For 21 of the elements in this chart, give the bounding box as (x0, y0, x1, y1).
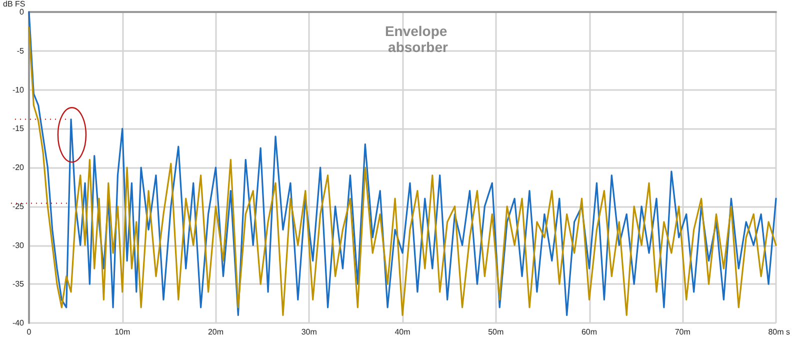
x-tick-label: 50m (488, 328, 504, 336)
text: Envelope absorber (384, 23, 452, 55)
x-tick-label: 30m (301, 328, 318, 336)
y-tick-label: -40 (12, 318, 25, 328)
y-tick-label: -15 (12, 124, 25, 134)
x-tick-label: 40m (394, 328, 411, 336)
y-axis-title: dB FS (3, 0, 26, 9)
y-tick-label: -20 (12, 163, 25, 172)
y-tick-label: -10 (12, 85, 25, 94)
x-tick-label: 20m (208, 328, 224, 336)
x-tick-label: 0 (26, 328, 32, 336)
x-tick-label: 70m (674, 328, 691, 336)
y-tick-label: 0 (20, 8, 25, 16)
x-axis-title: s (786, 328, 790, 336)
y-tick-label: -30 (12, 240, 25, 250)
y-tick-label: -35 (12, 280, 25, 289)
x-tick-label: 60m (581, 328, 598, 336)
y-tick-label: -25 (12, 202, 25, 211)
y-tick-label: -5 (16, 46, 25, 56)
x-tick-label: 10m (114, 328, 130, 336)
x-tick-label: 80m (768, 328, 784, 336)
